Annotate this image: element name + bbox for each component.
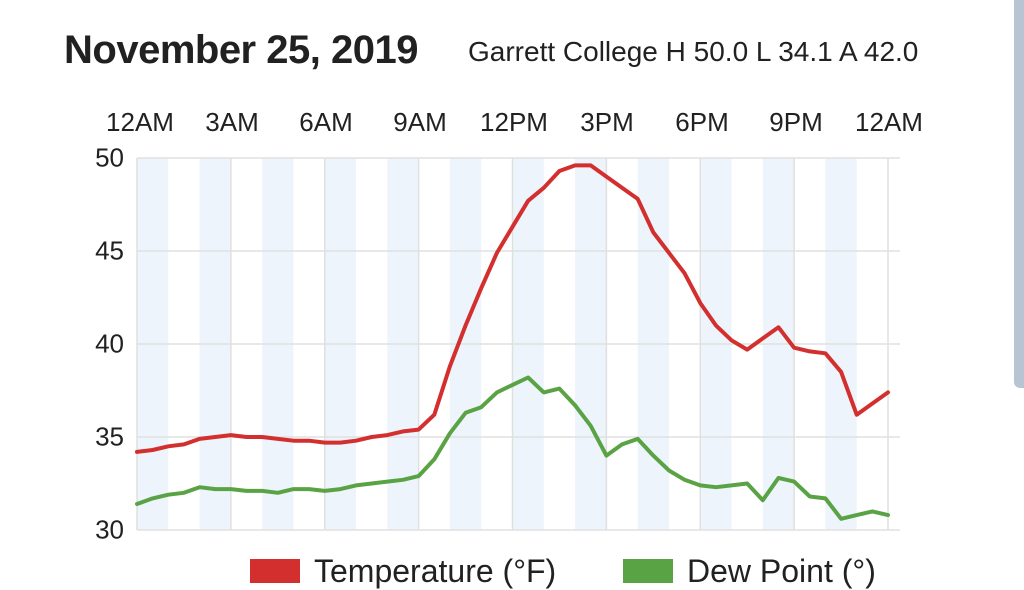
scrollbar[interactable] xyxy=(1014,0,1024,388)
x-tick-label: 12AM xyxy=(106,107,174,137)
legend-label: Temperature (°F) xyxy=(314,552,557,589)
x-tick-label: 3PM xyxy=(580,107,634,137)
series-lines xyxy=(135,163,890,521)
dew-point-swatch xyxy=(623,559,673,583)
x-tick-label: 6PM xyxy=(675,107,729,137)
y-tick-label: 30 xyxy=(95,514,124,545)
x-tick-label: 6AM xyxy=(299,107,353,137)
y-tick-label: 35 xyxy=(95,421,124,452)
legend-label: Dew Point (°) xyxy=(687,552,876,589)
temperature-line xyxy=(135,163,890,454)
dew-point-line xyxy=(135,375,890,521)
station-summary: Garrett College H 50.0 L 34.1 A 42.0 xyxy=(468,36,919,67)
x-tick-label: 12PM xyxy=(480,107,548,137)
y-tick-label: 40 xyxy=(95,328,124,359)
y-tick-label: 45 xyxy=(95,235,124,266)
temperature-swatch xyxy=(250,559,300,583)
x-tick-label: 9AM xyxy=(393,107,447,137)
x-tick-label: 12AM xyxy=(855,107,923,137)
grid-lines xyxy=(136,157,900,531)
x-tick-label: 3AM xyxy=(205,107,259,137)
x-tick-label: 9PM xyxy=(769,107,823,137)
legend-item-temperature[interactable]: Temperature (°F) xyxy=(250,552,556,590)
legend-item-dew-point[interactable]: Dew Point (°) xyxy=(623,552,876,590)
date-title: November 25, 2019 xyxy=(64,28,418,72)
y-tick-label: 50 xyxy=(95,142,124,173)
